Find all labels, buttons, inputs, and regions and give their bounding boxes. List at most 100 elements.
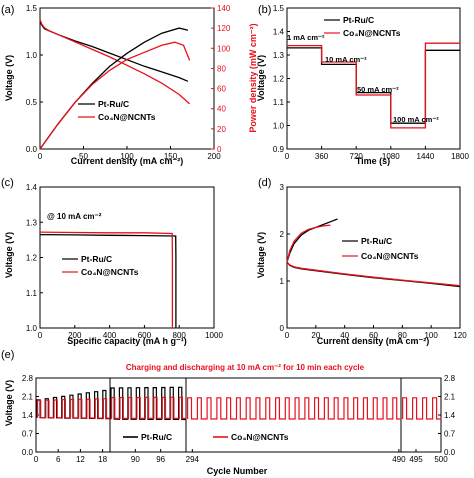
x-tick-label: 294 <box>186 455 200 464</box>
y-tick-label: 1.2 <box>26 254 38 263</box>
y-tick-label: 1 <box>280 277 285 286</box>
y-tick-label: 1.4 <box>273 28 285 37</box>
y-tick-label: 0.9 <box>273 145 285 154</box>
panel-d-ylabel: Voltage (V) <box>256 232 266 278</box>
series-line <box>39 19 191 105</box>
panel-b-plot: 0 360 720 1080 1440 1800 0.9 1.0 1.1 1.2 1.3 1.4 1.5 <box>273 4 470 161</box>
x-tick-label: 120 <box>453 331 467 340</box>
x-tick-label: 50 <box>79 152 88 161</box>
series-line <box>111 396 187 419</box>
x-tick-label: 12 <box>76 455 85 464</box>
plot-frame <box>39 186 215 329</box>
x-tick-label: 1440 <box>417 152 435 161</box>
panel-d: (d) Current density (mA cm⁻²) Voltage (V… <box>256 177 467 346</box>
y2-tick-label: 40 <box>217 105 226 114</box>
panel-d-legend: Pt-Ru/C Co₄N@NCNTs <box>342 236 419 261</box>
panel-e: (e) Charging and discharging at 10 mA cm… <box>1 349 456 476</box>
panel-c-plot: 0 200 400 600 800 1000 1.0 1.1 1.2 1.3 1.4 <box>26 183 224 340</box>
x-tick-label: 400 <box>103 331 117 340</box>
legend-co4n-label: Co₄N@NCNTs <box>231 432 289 442</box>
y-tick-label: 1.0 <box>273 122 285 131</box>
panel-e-xlabel: Cycle Number <box>207 466 268 476</box>
legend-pt-ru-label: Pt-Ru/C <box>98 99 129 109</box>
x-tick-label: 495 <box>409 455 423 464</box>
series-line <box>402 397 442 420</box>
x-tick-label: 500 <box>434 455 448 464</box>
y-tick-label: 0.0 <box>22 448 34 457</box>
legend-pt-ru-label: Pt-Ru/C <box>343 15 374 25</box>
x-tick-label: 100 <box>424 331 438 340</box>
panel-a-y2label: Power density (mW cm⁻²) <box>248 23 258 132</box>
x-tick-label: 200 <box>68 331 82 340</box>
panel-d-label: (d) <box>258 177 271 189</box>
panel-a: (a) Current density (mA cm⁻²) Voltage (V… <box>1 4 258 166</box>
panel-a-xlabel: Current density (mA cm⁻²) <box>71 156 183 166</box>
panel-c-ylabel: Voltage (V) <box>4 232 14 278</box>
panel-b-ylabel: Voltage (V) <box>256 55 266 101</box>
series-line <box>110 386 186 421</box>
y-tick-label: 1.4 <box>26 183 38 192</box>
y2-tick-label: 20 <box>217 125 226 134</box>
y-tick-label: 1.0 <box>26 324 38 333</box>
panel-b-xlabel: Time (s) <box>356 156 390 166</box>
panel-c-xlabel: Specific capacity (mA h g⁻¹) <box>67 336 186 346</box>
x-tick-label: 800 <box>173 331 187 340</box>
panel-c-annotation: @ 10 mA cm⁻² <box>47 212 102 221</box>
series-line <box>37 398 111 419</box>
panel-c-label: (c) <box>1 177 14 189</box>
legend-pt-ru-label: Pt-Ru/C <box>81 254 112 264</box>
x-tick-label: 80 <box>398 331 407 340</box>
y2-tick-label: 120 <box>217 24 231 33</box>
series-line <box>36 389 110 420</box>
panel-e-ylabel: Voltage (V) <box>4 380 14 426</box>
panel-e-title: Charging and discharging at 10 mA cm⁻² f… <box>126 363 365 372</box>
x-tick-label: 60 <box>369 331 378 340</box>
panel-b-annotations: 1 mA cm⁻² 10 mA cm⁻² 50 mA cm⁻² 100 mA c… <box>287 33 439 124</box>
legend-pt-ru-label: Pt-Ru/C <box>141 432 172 442</box>
x-tick-label: 0 <box>285 331 290 340</box>
panel-c-legend: Pt-Ru/C Co₄N@NCNTs <box>62 254 139 277</box>
panel-b-annotation: 100 mA cm⁻² <box>393 115 439 124</box>
y2-tick-label: 1.4 <box>444 411 456 420</box>
x-tick-label: 20 <box>311 331 320 340</box>
series-line <box>287 42 460 129</box>
x-tick-label: 18 <box>98 455 107 464</box>
y-tick-label: 0.5 <box>26 98 38 107</box>
y-tick-label: 2.8 <box>22 374 34 383</box>
y2-tick-label: 60 <box>217 85 226 94</box>
panel-b-legend: Pt-Ru/C Co₄N@NCNTs <box>324 15 401 38</box>
y-tick-label: 1.1 <box>273 98 285 107</box>
y-tick-label: 1.1 <box>26 289 38 298</box>
panel-a-legend: Pt-Ru/C Co₄N@NCNTs <box>78 99 156 122</box>
x-tick-label: 1080 <box>382 152 400 161</box>
panel-a-label: (a) <box>1 4 14 16</box>
x-tick-label: 90 <box>131 455 140 464</box>
y2-tick-label: 2.1 <box>444 393 456 402</box>
x-tick-label: 360 <box>315 152 329 161</box>
x-tick-label: 96 <box>156 455 165 464</box>
y-tick-label: 1.3 <box>26 218 38 227</box>
series-line <box>286 218 338 263</box>
x-tick-label: 100 <box>120 152 134 161</box>
y-tick-label: 3 <box>280 183 285 192</box>
plot-frame <box>39 7 215 150</box>
y-tick-label: 0.7 <box>22 430 34 439</box>
series-line <box>187 397 402 420</box>
x-tick-label: 6 <box>56 455 61 464</box>
x-tick-label: 0 <box>285 152 290 161</box>
legend-co4n-label: Co₄N@NCNTs <box>343 28 401 38</box>
series-line <box>39 233 177 328</box>
panel-b-annotation: 10 mA cm⁻² <box>325 55 367 64</box>
x-tick-label: 150 <box>164 152 178 161</box>
x-tick-label: 1000 <box>205 331 223 340</box>
y2-tick-label: 0 <box>217 145 222 154</box>
series-line <box>39 231 174 328</box>
y-tick-label: 1.2 <box>273 75 285 84</box>
series-line <box>286 261 461 287</box>
panel-d-xlabel: Current density (mA cm⁻²) <box>317 336 429 346</box>
y2-tick-label: 140 <box>217 4 231 13</box>
legend-co4n-label: Co₄N@NCNTs <box>81 267 139 277</box>
series-line <box>39 20 189 82</box>
y-tick-label: 0.0 <box>26 145 38 154</box>
